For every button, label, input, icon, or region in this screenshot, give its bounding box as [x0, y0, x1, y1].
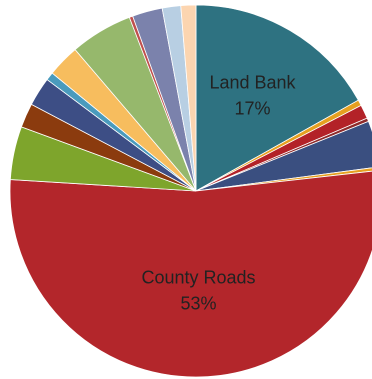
- pie-slices: [9, 4, 372, 378]
- slice-value-land-bank: 17%: [234, 99, 270, 119]
- pie-labels: Land Bank 17% County Roads 53%: [141, 73, 296, 314]
- pie-slice-17: [180, 4, 197, 192]
- slice-label-land-bank: Land Bank: [209, 73, 296, 93]
- pie-slice-6: [195, 167, 372, 192]
- slice-value-county-roads: 53%: [180, 294, 216, 314]
- slice-label-county-roads: County Roads: [141, 268, 255, 288]
- pie-slice-land-bank: [195, 4, 359, 192]
- pie-slice-county-roads: [9, 170, 372, 378]
